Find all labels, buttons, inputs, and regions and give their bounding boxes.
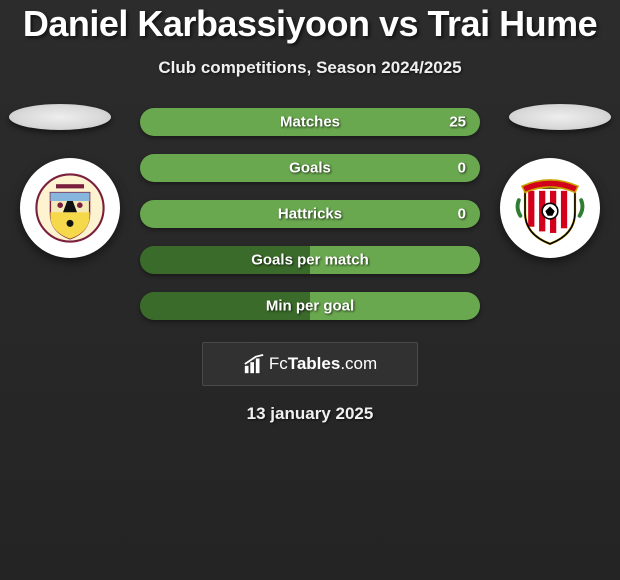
chart-icon xyxy=(243,353,265,375)
stat-label: Hattricks xyxy=(278,205,342,222)
page-title: Daniel Karbassiyoon vs Trai Hume xyxy=(0,4,620,44)
page-subtitle: Club competitions, Season 2024/2025 xyxy=(0,58,620,78)
stat-right-value: 25 xyxy=(436,113,466,130)
stat-label: Goals per match xyxy=(251,251,369,268)
club-badge-left xyxy=(20,158,120,258)
club-badge-right xyxy=(500,158,600,258)
stat-row: Matches 25 xyxy=(140,108,480,136)
stats-list: Matches 25 Goals 0 Hattricks 0 Goals per match… xyxy=(140,108,480,320)
brand-logo: FcTables.com xyxy=(202,342,418,386)
player-right-disc xyxy=(509,104,611,130)
sunderland-crest-icon xyxy=(511,169,589,247)
stat-row: Goals 0 xyxy=(140,154,480,182)
date-label: 13 january 2025 xyxy=(0,404,620,424)
comparison-stage: Matches 25 Goals 0 Hattricks 0 Goals per match… xyxy=(0,108,620,320)
stat-right-value: 0 xyxy=(436,205,466,222)
stat-label: Min per goal xyxy=(266,297,354,314)
stat-row: Min per goal xyxy=(140,292,480,320)
player-left-disc xyxy=(9,104,111,130)
brand-text: FcTables.com xyxy=(269,354,377,374)
stat-label: Matches xyxy=(280,113,340,130)
burnley-crest-icon xyxy=(35,173,105,243)
stat-row: Goals per match xyxy=(140,246,480,274)
stat-label: Goals xyxy=(289,159,331,176)
stat-row: Hattricks 0 xyxy=(140,200,480,228)
stat-right-value: 0 xyxy=(436,159,466,176)
